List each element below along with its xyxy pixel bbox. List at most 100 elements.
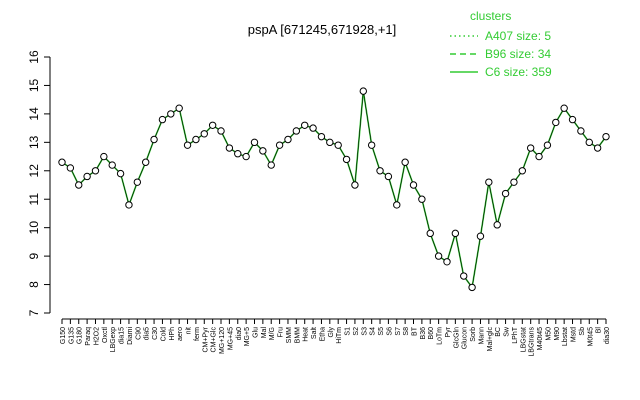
x-tick-label: S2 <box>353 327 360 336</box>
x-tick-label: BMM <box>294 327 301 344</box>
x-tick-label: S8 <box>403 327 410 336</box>
x-tick-label: M0t45 <box>587 327 594 347</box>
x-tick-label: HiTm <box>336 327 343 344</box>
data-point <box>66 164 75 172</box>
data-point <box>309 124 317 132</box>
data-point <box>577 127 585 135</box>
series-line-group <box>61 90 607 290</box>
data-point <box>58 158 66 166</box>
x-tick-label: G180 <box>77 327 84 344</box>
x-tick-label: SMM <box>286 327 293 344</box>
data-point <box>426 229 434 238</box>
data-point <box>234 150 242 158</box>
x-tick-label: Etha <box>319 327 326 342</box>
x-ticks: G150 G135 G180 Paraq H2O2 Oxctl LBGexp dia15 Dia… <box>60 318 611 357</box>
y-tick-label: 15 <box>27 78 41 92</box>
x-tick-label: Cold <box>160 327 167 342</box>
data-point <box>393 201 401 209</box>
y-tick-label: 10 <box>27 221 41 235</box>
x-tick-label: Sorb <box>470 327 477 342</box>
data-point <box>518 167 527 175</box>
data-point <box>133 178 142 186</box>
data-point <box>125 201 133 209</box>
x-tick-label: Oxctl <box>102 327 109 343</box>
data-point <box>183 141 192 149</box>
data-point <box>75 181 83 189</box>
series-link-line <box>61 91 607 289</box>
data-point <box>409 181 418 189</box>
x-tick-label: Gly <box>328 327 335 338</box>
data-point <box>141 158 150 166</box>
x-tick-label: dia15 <box>119 327 126 344</box>
y-tick-label: 7 <box>27 309 41 316</box>
data-point <box>451 229 460 238</box>
data-point <box>367 141 376 149</box>
data-point <box>150 135 158 144</box>
x-tick-label: CM+Pyr <box>202 326 209 352</box>
x-tick-label: H2O2 <box>93 327 100 345</box>
series-line-c6 <box>61 90 607 290</box>
x-tick-label: S7 <box>395 327 402 336</box>
x-tick-label: ferm <box>194 327 201 341</box>
data-point <box>351 181 359 189</box>
y-tick-label: 14 <box>27 107 41 121</box>
x-tick-label: aero <box>177 327 184 341</box>
x-tick-label: Pyr <box>445 326 452 337</box>
data-point <box>568 115 577 124</box>
x-tick-label: Fru <box>278 327 285 338</box>
y-tick-label: 9 <box>27 252 41 259</box>
data-point <box>100 152 108 161</box>
x-tick-label: Salt <box>311 327 318 339</box>
x-tick-label: Lbstat <box>562 327 569 346</box>
data-point <box>593 144 602 152</box>
data-point <box>443 258 451 266</box>
x-tick-label: B36 <box>420 327 427 340</box>
x-tick-label: Mal+glc <box>487 327 494 352</box>
x-tick-label: Mal <box>261 327 268 339</box>
data-point <box>468 283 476 292</box>
data-point <box>208 121 217 129</box>
data-point <box>317 132 326 141</box>
x-tick-label: MG+45 <box>227 327 234 350</box>
data-point <box>192 135 200 144</box>
x-tick-label: nit <box>186 327 193 334</box>
x-tick-label: M90 <box>554 327 561 341</box>
data-point <box>158 115 167 124</box>
data-point <box>543 141 552 149</box>
data-point <box>91 167 100 175</box>
x-tick-label: C90 <box>135 327 142 340</box>
data-point <box>476 232 485 240</box>
y-tick-label: 12 <box>27 164 41 178</box>
data-point <box>359 87 367 95</box>
x-tick-label: Sw <box>504 326 511 337</box>
data-point <box>493 221 501 229</box>
x-tick-label: C30 <box>152 327 159 340</box>
data-point <box>275 141 284 149</box>
x-tick-label: LBGtrans <box>529 327 536 357</box>
y-tick-label: 8 <box>27 281 41 288</box>
x-tick-label: M50 <box>545 327 552 341</box>
x-tick-label: HPh <box>169 327 176 341</box>
x-tick-label: B60 <box>428 327 435 340</box>
data-point <box>418 195 426 203</box>
x-tick-label: Bl <box>596 327 603 334</box>
data-point <box>225 144 234 152</box>
x-tick-label: dia0 <box>236 327 243 340</box>
data-point <box>242 152 250 161</box>
data-point <box>167 110 175 118</box>
x-tick-label: LBGstat <box>520 327 527 352</box>
x-tick-label: BC <box>495 327 502 337</box>
data-point <box>602 132 610 141</box>
y-tick-label: 13 <box>27 135 41 149</box>
points-group <box>58 87 610 292</box>
data-point <box>284 135 292 144</box>
x-tick-label: dia30 <box>604 327 611 344</box>
data-point <box>376 167 384 175</box>
x-tick-label: G150 <box>60 327 67 344</box>
x-tick-label: G135 <box>68 327 75 344</box>
data-point <box>217 127 225 135</box>
data-point <box>460 272 468 280</box>
data-point <box>108 161 116 169</box>
x-tick-label: MG+120 <box>219 327 226 354</box>
legend: clusters A407 size: 5 B96 size: 34 C6 si… <box>450 9 552 79</box>
